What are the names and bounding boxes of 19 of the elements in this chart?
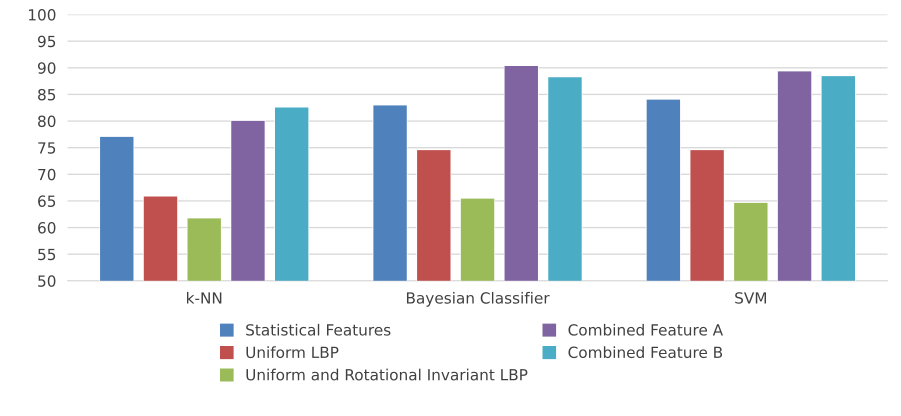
y-tick-label: 85 [38,88,56,100]
y-tick-label: 75 [38,142,56,154]
y-tick-label: 80 [38,116,56,128]
legend-label: Uniform LBP [246,346,338,358]
y-tick-label: 90 [38,62,56,74]
y-tick-label: 55 [38,248,56,260]
y-tick-label: 70 [38,168,56,180]
legend-label: Combined Feature B [568,346,722,358]
y-tick-label: 50 [38,275,56,287]
y-tick-label: 60 [38,222,56,234]
x-tick-label: k-NN [187,292,222,304]
y-tick-label: 65 [38,195,56,207]
x-tick-label: SVM [735,292,766,304]
legend-label: Uniform and Rotational Invariant LBP [246,368,528,381]
y-tick-label: 95 [38,36,56,48]
x-tick-label: Bayesian Classifier [406,292,550,307]
legend-label: Statistical Features [246,324,390,336]
legend-label: Combined Feature A [568,324,724,336]
y-tick-label: 100 [28,9,56,21]
